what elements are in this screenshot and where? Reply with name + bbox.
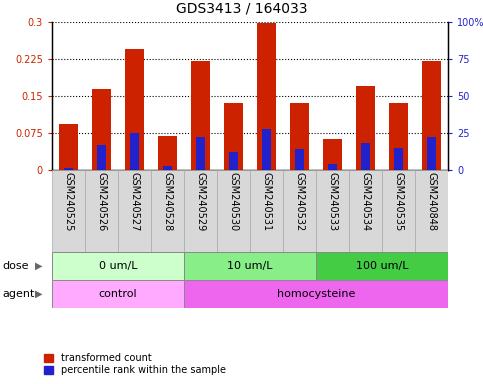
Bar (423, 61, 440, 170)
Text: 10 um/L: 10 um/L (227, 261, 273, 271)
Text: GSM240530: GSM240530 (228, 172, 239, 232)
Bar (382, 170, 415, 252)
Bar (389, 103, 408, 170)
Bar (97, 145, 106, 170)
Text: 100 um/L: 100 um/L (356, 261, 408, 271)
Bar (196, 137, 205, 170)
Text: GSM240532: GSM240532 (295, 172, 304, 232)
Text: GSM240528: GSM240528 (162, 172, 172, 232)
Bar (52, 170, 85, 252)
Bar (283, 170, 316, 252)
Text: GSM240527: GSM240527 (129, 172, 140, 232)
Bar (229, 152, 238, 170)
Bar (328, 164, 337, 170)
Text: GSM240525: GSM240525 (63, 172, 73, 232)
Bar (184, 252, 316, 280)
Bar (118, 170, 151, 252)
Bar (184, 170, 217, 252)
Text: GSM240848: GSM240848 (426, 172, 437, 232)
Bar (415, 170, 448, 252)
Bar (52, 280, 184, 308)
Bar (85, 170, 118, 252)
Text: 0 um/L: 0 um/L (99, 261, 137, 271)
Bar (324, 139, 341, 170)
Text: dose: dose (2, 261, 29, 271)
Bar (290, 103, 309, 170)
Text: GDS3413 / 164033: GDS3413 / 164033 (176, 2, 307, 16)
Legend: transformed count, percentile rank within the sample: transformed count, percentile rank withi… (43, 353, 226, 375)
Bar (92, 89, 111, 170)
Bar (130, 133, 139, 170)
Text: GSM240535: GSM240535 (394, 172, 403, 232)
Text: agent: agent (2, 289, 35, 299)
Bar (257, 23, 276, 170)
Bar (349, 170, 382, 252)
Bar (262, 129, 271, 170)
Bar (158, 136, 177, 170)
Bar (356, 86, 375, 170)
Bar (126, 49, 143, 170)
Bar (163, 166, 172, 170)
Bar (394, 148, 403, 170)
Bar (361, 143, 370, 170)
Bar (295, 149, 304, 170)
Bar (217, 170, 250, 252)
Text: GSM240533: GSM240533 (327, 172, 338, 232)
Bar (316, 252, 448, 280)
Text: GSM240531: GSM240531 (261, 172, 271, 232)
Bar (59, 124, 78, 170)
Text: ▶: ▶ (35, 261, 43, 271)
Text: GSM240529: GSM240529 (196, 172, 205, 232)
Text: ▶: ▶ (35, 289, 43, 299)
Bar (250, 170, 283, 252)
Bar (151, 170, 184, 252)
Bar (52, 252, 184, 280)
Bar (316, 170, 349, 252)
Text: homocysteine: homocysteine (277, 289, 355, 299)
Bar (225, 103, 242, 170)
Bar (191, 61, 210, 170)
Bar (184, 280, 448, 308)
Text: GSM240534: GSM240534 (360, 172, 370, 232)
Bar (427, 137, 436, 170)
Text: GSM240526: GSM240526 (97, 172, 106, 232)
Bar (64, 168, 73, 170)
Text: control: control (99, 289, 137, 299)
